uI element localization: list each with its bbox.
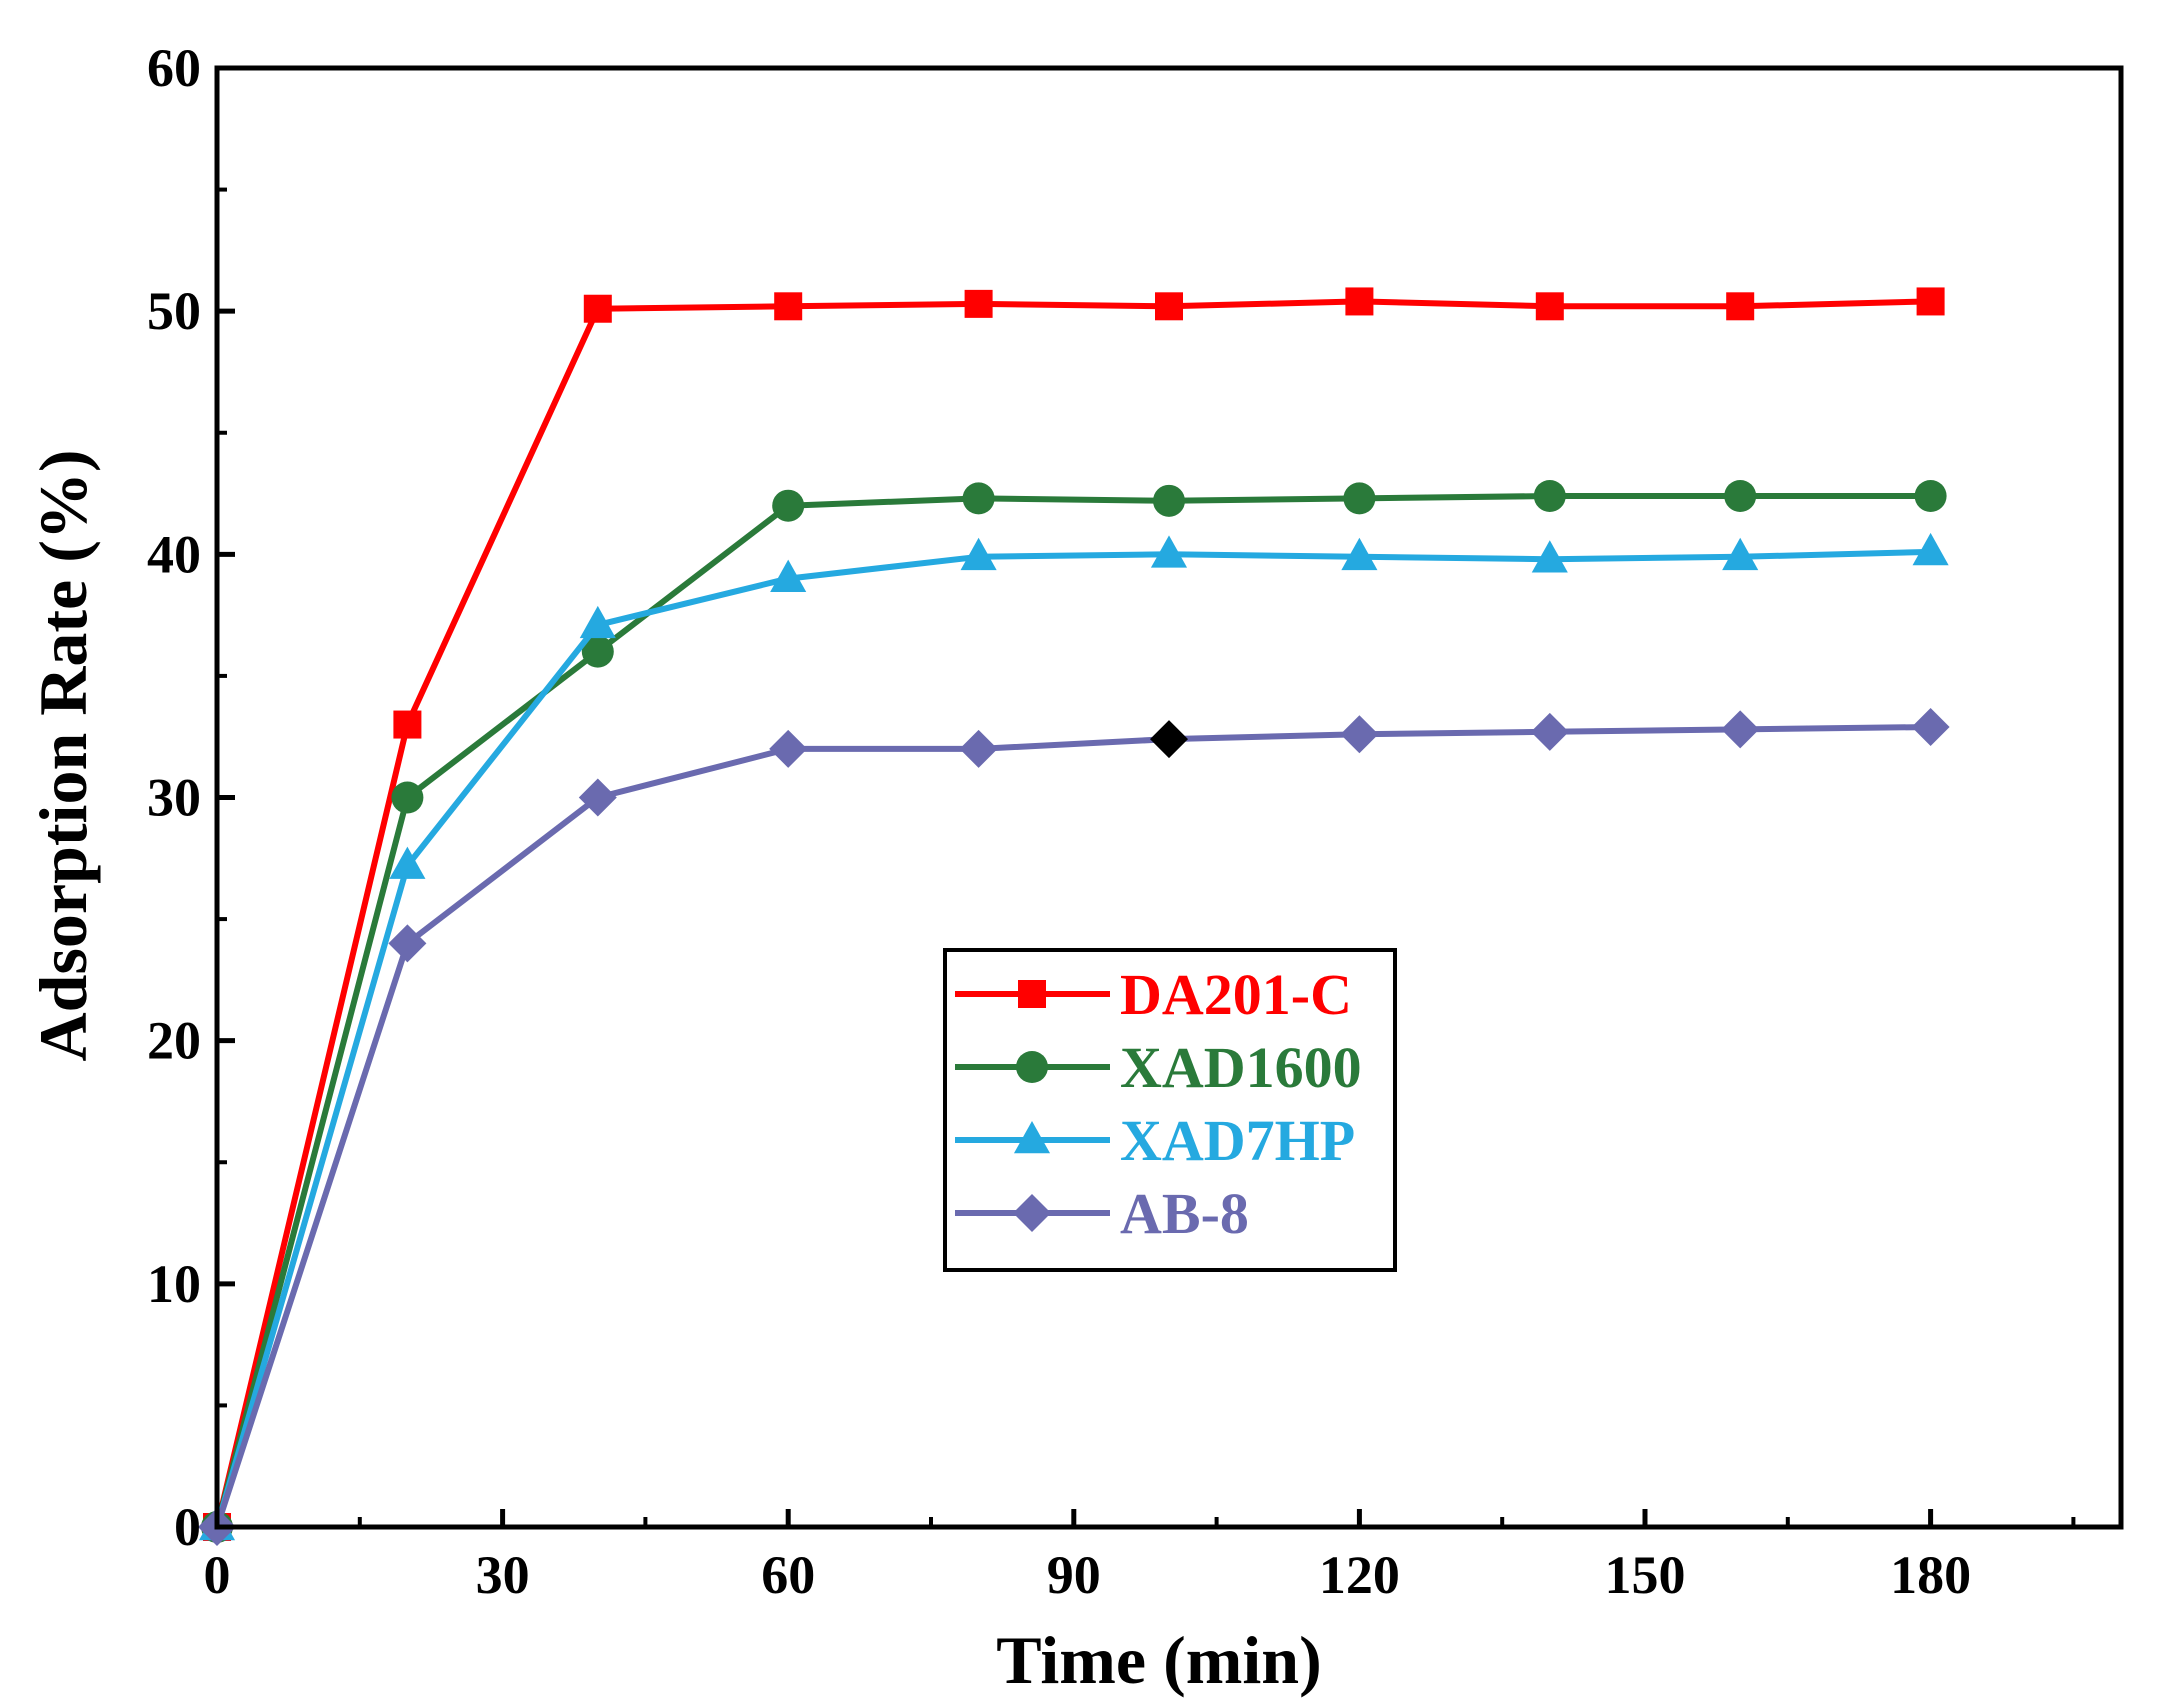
data-point-XAD1600-60 — [772, 489, 805, 522]
data-point-XAD1600-100 — [1153, 484, 1185, 517]
legend-label-DA201-C: DA201-C — [1120, 962, 1352, 1027]
series-layer — [198, 287, 1950, 1546]
data-point-AB-8-140 — [1530, 712, 1569, 751]
data-point-AB-8-40 — [578, 778, 617, 817]
data-point-DA201-C-20 — [393, 710, 422, 739]
data-point-AB-8-100 — [1150, 720, 1188, 759]
data-point-XAD7HP-100 — [1150, 535, 1188, 568]
data-point-AB-8-60 — [769, 729, 808, 768]
y-tick-label: 20 — [147, 1011, 201, 1071]
y-tick-label: 60 — [147, 38, 201, 98]
data-point-XAD7HP-160 — [1722, 537, 1759, 571]
x-tick-label: 150 — [1605, 1545, 1686, 1605]
x-tick-label: 60 — [761, 1545, 815, 1605]
data-point-DA201-C-160 — [1726, 292, 1755, 321]
y-axis-title: Adsorption Rate (%) — [25, 450, 101, 1062]
y-tick-label: 0 — [174, 1497, 201, 1557]
data-point-XAD7HP-180 — [1912, 532, 1949, 566]
y-tick-label: 40 — [147, 524, 201, 584]
data-point-DA201-C-40 — [583, 294, 612, 323]
data-point-AB-8-160 — [1721, 710, 1760, 749]
x-tick-label: 30 — [476, 1545, 530, 1605]
legend-label-AB-8: AB-8 — [1120, 1181, 1249, 1246]
data-point-XAD1600-40 — [581, 635, 614, 668]
data-point-AB-8-120 — [1340, 715, 1379, 754]
data-point-AB-8-80 — [959, 729, 998, 768]
data-point-XAD1600-20 — [391, 781, 424, 814]
data-point-DA201-C-80 — [964, 289, 993, 318]
data-point-AB-8-180 — [1911, 707, 1950, 746]
data-point-XAD1600-160 — [1724, 479, 1757, 512]
data-point-XAD1600-180 — [1914, 479, 1947, 512]
data-point-DA201-C-140 — [1535, 292, 1564, 321]
data-point-XAD7HP-140 — [1531, 540, 1568, 573]
series-line-XAD7HP — [214, 548, 1931, 1528]
x-tick-label: 90 — [1047, 1545, 1101, 1605]
data-point-XAD7HP-20 — [389, 846, 426, 879]
data-point-AB-8-20 — [388, 924, 427, 963]
plot-frame — [214, 65, 2124, 1530]
data-point-XAD1600-80 — [962, 482, 995, 515]
y-tick-label: 10 — [147, 1254, 201, 1314]
legend-marker-DA201-C — [1018, 980, 1046, 1008]
data-point-DA201-C-120 — [1345, 287, 1374, 316]
series-line-XAD1600 — [214, 493, 1931, 1528]
x-axis-title: Time (min) — [996, 1622, 1322, 1698]
data-point-XAD7HP-120 — [1341, 537, 1378, 571]
legend: DA201-C XAD1600 XAD7HP AB-8 — [943, 948, 1397, 1272]
data-point-DA201-C-100 — [1155, 292, 1183, 321]
series-line-AB-8 — [214, 724, 1931, 1528]
data-point-XAD7HP-80 — [960, 537, 997, 571]
x-tick-label: 180 — [1890, 1545, 1971, 1605]
data-point-XAD7HP-40 — [579, 605, 616, 639]
x-tick-label: 120 — [1319, 1545, 1400, 1605]
legend-marker-AB-8 — [1013, 1194, 1051, 1232]
data-point-XAD7HP-60 — [770, 559, 807, 592]
data-point-DA201-C-60 — [774, 292, 803, 321]
data-point-XAD1600-140 — [1533, 479, 1566, 512]
legend-marker-XAD1600 — [1016, 1051, 1048, 1083]
legend-label-XAD1600: XAD1600 — [1120, 1035, 1362, 1100]
data-point-XAD1600-120 — [1343, 482, 1376, 515]
data-point-DA201-C-180 — [1916, 287, 1945, 316]
legend-label-XAD7HP: XAD7HP — [1120, 1108, 1355, 1173]
x-tick-label: 0 — [204, 1545, 231, 1605]
ticks-layer: 0 30 60 90 120 150 180 0 10 20 30 40 50 60 — [147, 38, 2076, 1605]
legend-marker-XAD7HP — [1013, 1121, 1051, 1154]
y-tick-label: 50 — [147, 281, 201, 341]
y-tick-label: 30 — [147, 768, 201, 828]
series-line-DA201-C — [214, 298, 1931, 1528]
